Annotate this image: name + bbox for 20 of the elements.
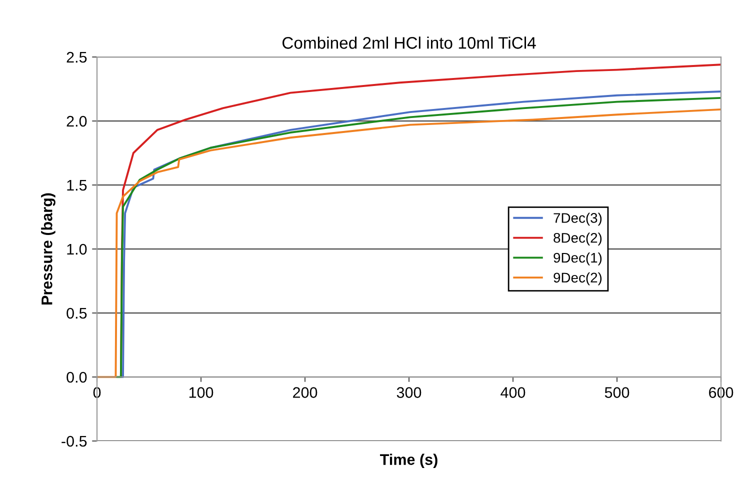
y-axis-title: Pressure (barg) <box>41 193 56 304</box>
x-tick-label: 100 <box>189 387 214 398</box>
legend-label: 9Dec(2) <box>554 272 602 286</box>
y-tick-label: 0.5 <box>66 308 87 319</box>
y-tick-label: 2.0 <box>66 116 87 127</box>
legend-label: 7Dec(3) <box>554 212 602 226</box>
x-tick-label: 600 <box>709 387 734 398</box>
y-tick-label: 0.0 <box>66 372 87 383</box>
legend-label: 8Dec(2) <box>554 232 602 246</box>
chart-title: Combined 2ml HCl into 10ml TiCl4 <box>282 36 536 49</box>
y-tick-label: -0.5 <box>62 436 87 447</box>
x-tick-label: 400 <box>500 387 526 398</box>
y-tick-label: 1.0 <box>67 244 87 255</box>
y-tick-label: 1.5 <box>67 180 87 191</box>
x-tick-label: 300 <box>396 387 422 398</box>
y-tick-label: 2.5 <box>66 52 87 63</box>
x-tick-label: 200 <box>293 387 318 398</box>
x-axis-title: Time (s) <box>380 454 438 468</box>
x-tick-label: 500 <box>604 387 630 398</box>
legend-label: 9Dec(1) <box>554 252 602 266</box>
